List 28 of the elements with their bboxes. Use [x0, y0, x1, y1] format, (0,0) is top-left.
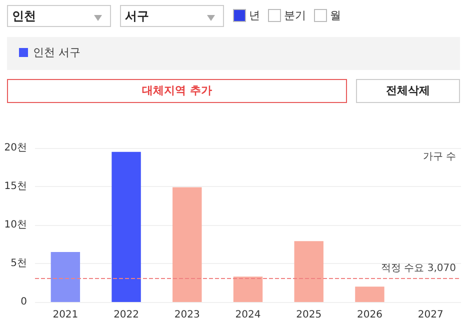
- text: 전체삭제: [356, 79, 460, 103]
- x-tick-label: 2025: [296, 310, 322, 320]
- x-tick-label: 2023: [174, 310, 200, 320]
- text: 분기: [283, 8, 306, 22]
- text: 대체지역 추가: [7, 79, 347, 103]
- y-tick-label: 5천: [10, 258, 27, 269]
- text: 인천: [7, 5, 111, 27]
- bar: [355, 286, 384, 302]
- ref-line-label: 적정 수요 3,070: [381, 262, 456, 274]
- y-axis-title: 가구 수: [422, 152, 456, 162]
- y-tick-label: 10천: [4, 220, 27, 230]
- bar: [50, 252, 80, 302]
- legend-label: 인천 서구: [33, 46, 80, 59]
- text: 월: [329, 8, 341, 22]
- y-tick-label: 0: [20, 296, 27, 308]
- x-tick-label: 2021: [52, 310, 78, 320]
- text: 서구: [120, 5, 224, 27]
- bar: [294, 241, 324, 302]
- text: 년: [248, 8, 260, 22]
- y-tick-label: 20천: [4, 142, 27, 154]
- y-tick-label: 15천: [4, 181, 27, 192]
- bar: [233, 276, 263, 302]
- bar: [112, 152, 141, 302]
- x-tick-label: 2026: [356, 310, 382, 320]
- x-tick-label: 2024: [235, 310, 261, 320]
- x-tick-label: 2022: [114, 310, 140, 320]
- x-tick-label: 2027: [418, 310, 444, 320]
- bar: [172, 187, 202, 302]
